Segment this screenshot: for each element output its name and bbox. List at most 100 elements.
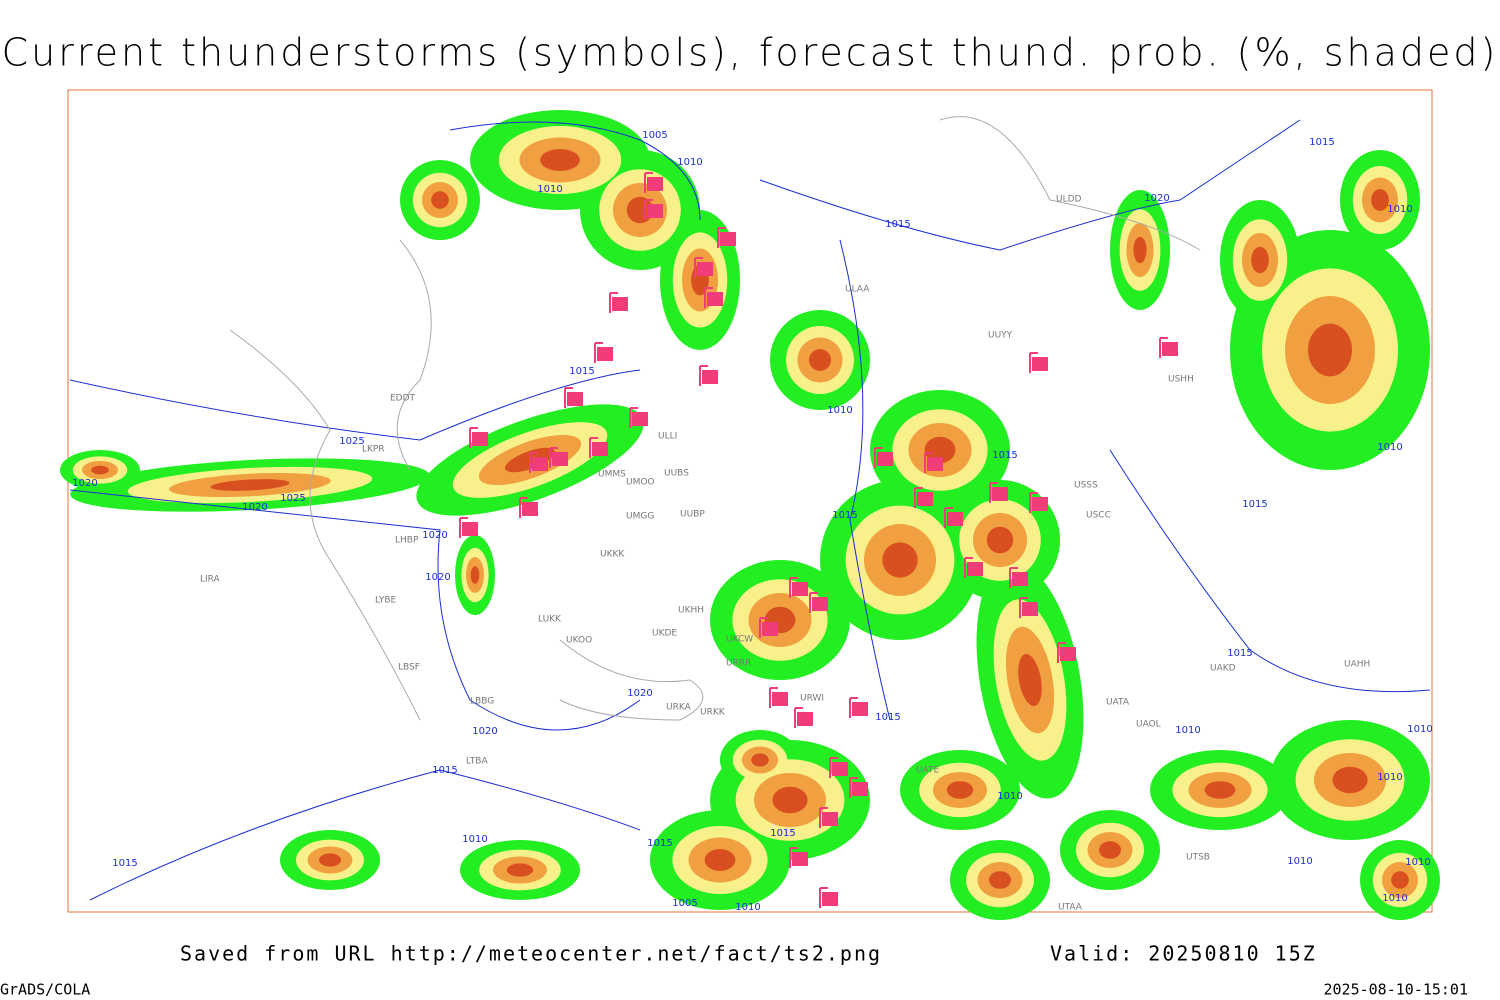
probability-area [91, 465, 109, 475]
isobar-label: 1025 [339, 436, 364, 447]
storm-symbol [707, 292, 723, 306]
timestamp: 2025-08-10-15:01 [1324, 981, 1469, 999]
station-code: LBBG [470, 697, 494, 707]
station-code: ULAA [845, 285, 870, 295]
isobar-line [69, 369, 641, 441]
storm-flag [519, 497, 528, 518]
storm-symbol [612, 297, 628, 311]
storm-symbol [1032, 497, 1048, 511]
storm-symbol [792, 582, 808, 596]
storm-symbol [852, 702, 868, 716]
storm-symbol [462, 522, 478, 536]
storm-flag [549, 447, 558, 468]
station-code: URRR [726, 659, 751, 669]
probability-area [946, 781, 974, 799]
station-code: LIRA [200, 575, 221, 585]
station-code: LBSF [398, 663, 420, 673]
isobar-label: 1015 [875, 712, 900, 723]
storm-flag [589, 437, 598, 458]
storm-flag [644, 199, 653, 220]
probability-area [882, 542, 918, 578]
isobar-label: 1010 [1377, 442, 1402, 453]
isobar-label: 1020 [472, 726, 497, 737]
storm-flag [964, 557, 973, 578]
storm-flag [594, 342, 603, 363]
isobar-label: 1020 [422, 530, 447, 541]
isobar-line [759, 119, 1301, 251]
storm-symbol [1162, 342, 1178, 356]
isobar-label: 1010 [1382, 893, 1407, 904]
storm-symbol [592, 442, 608, 456]
storm-symbol [992, 487, 1008, 501]
isobar-label: 1010 [537, 184, 562, 195]
isobar-line [1109, 449, 1431, 693]
storm-flag [759, 617, 768, 638]
storm-flag [529, 452, 538, 473]
isobar-line [449, 121, 701, 221]
storm-flag [699, 365, 708, 386]
station-code: UAOL [1136, 720, 1161, 730]
isobar-label: 1025 [280, 493, 305, 504]
storm-flag [694, 257, 703, 278]
storm-symbol [947, 512, 963, 526]
station-code: UUBS [664, 469, 689, 479]
map-labels: 1005 1010 1010 1015 1020 1015 1010 1015 1010 1025… [72, 130, 1432, 913]
isobar-label: 1010 [677, 157, 702, 168]
storm-flag [1029, 352, 1038, 373]
probability-area [1099, 841, 1121, 859]
storm-flag [849, 697, 858, 718]
probability-area [772, 786, 808, 814]
isobar-label: 1015 [432, 765, 457, 776]
storm-symbol [1022, 602, 1038, 616]
storm-flag [794, 707, 803, 728]
station-code: UMOO [626, 478, 655, 488]
storm-flag [644, 172, 653, 193]
isobar-label: 1020 [242, 502, 267, 513]
isobar-label: 1015 [112, 858, 137, 869]
storm-symbol [522, 502, 538, 516]
isobar-label: 1020 [72, 478, 97, 489]
storm-flag [459, 517, 468, 538]
map-title: Current thunderstorms (symbols), forecas… [2, 31, 1499, 75]
station-code: UAHH [1344, 660, 1370, 670]
coastlines [229, 116, 1201, 721]
probability-area [809, 349, 831, 371]
station-code: USCC [1086, 511, 1111, 521]
storm-symbol [702, 370, 718, 384]
storm-symbol [647, 177, 663, 191]
storm-flag [469, 427, 478, 448]
isobar-label: 1010 [1377, 772, 1402, 783]
station-code: UTSB [1186, 853, 1210, 863]
valid-time: Valid: 20250810 15Z [1050, 942, 1317, 966]
storm-symbol [917, 492, 933, 506]
station-code: UMGG [626, 512, 654, 522]
storm-flag [989, 482, 998, 503]
storm-flag [769, 687, 778, 708]
isobar-label: 1020 [627, 688, 652, 699]
isobar-label: 1010 [1387, 204, 1412, 215]
storm-flag [914, 487, 923, 508]
probability-area [540, 149, 580, 171]
station-code: EDDT [390, 394, 416, 404]
storm-flag [1029, 492, 1038, 513]
storm-symbol [822, 812, 838, 826]
probability-area [210, 479, 290, 491]
storm-symbol [927, 457, 943, 471]
storm-flag [629, 407, 638, 428]
isobar-label: 1010 [997, 791, 1022, 802]
storm-symbol [632, 412, 648, 426]
probability-area [989, 871, 1011, 889]
storm-symbol [567, 392, 583, 406]
probability-area [1332, 766, 1368, 794]
station-code: URKA [666, 703, 692, 713]
station-code: LUKK [538, 615, 562, 625]
station-code: UKKK [600, 550, 625, 560]
storm-symbol [697, 262, 713, 276]
storm-flag [1019, 597, 1028, 618]
storm-flag [809, 592, 818, 613]
isobar-line [69, 489, 641, 731]
probability-area [924, 436, 956, 464]
station-code: LKPR [362, 445, 385, 455]
storm-symbol [597, 347, 613, 361]
isobar-label: 1015 [885, 219, 910, 230]
